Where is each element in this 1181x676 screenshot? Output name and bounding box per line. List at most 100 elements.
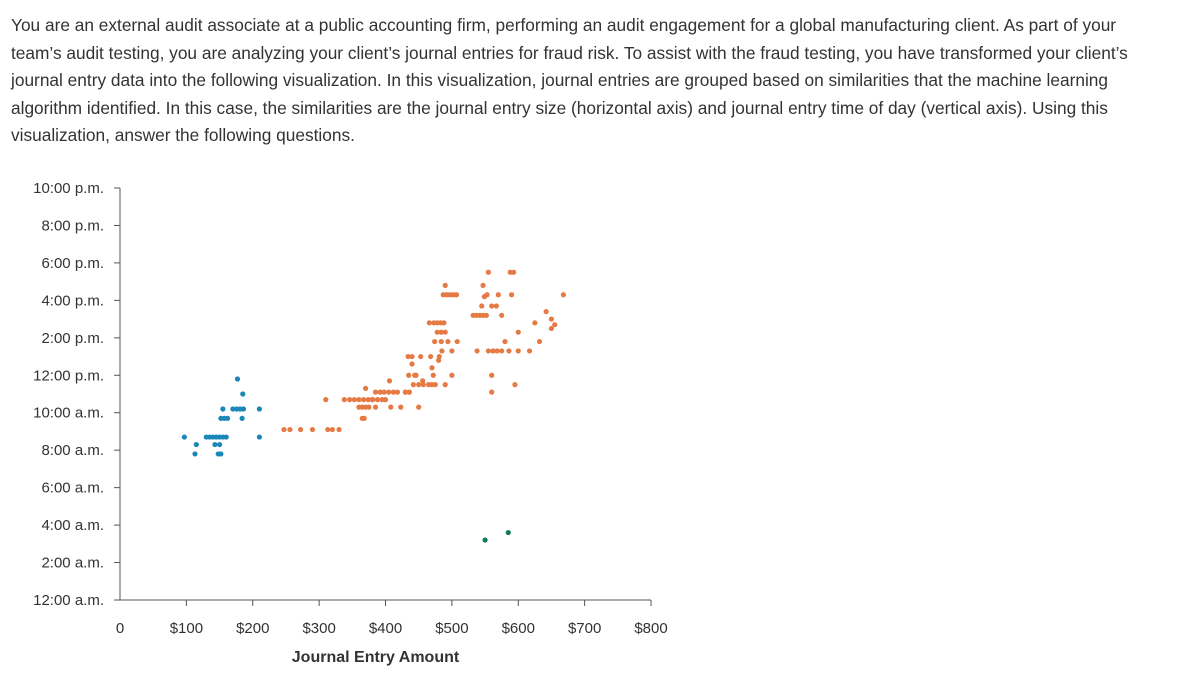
data-point — [428, 353, 434, 360]
data-point — [474, 348, 480, 354]
data-point — [361, 415, 367, 421]
data-point — [445, 338, 451, 345]
data-point — [515, 348, 521, 354]
data-point — [543, 309, 549, 315]
y-tick-label: 6:00 p.m. — [41, 255, 104, 272]
data-point — [409, 353, 415, 360]
y-tick-label: 4:00 p.m. — [41, 292, 104, 309]
data-point — [490, 348, 496, 354]
x-tick-label: $200 — [236, 620, 269, 637]
data-point — [406, 372, 412, 378]
data-point — [442, 282, 448, 288]
data-point — [192, 451, 198, 457]
data-point — [388, 404, 394, 410]
data-point — [532, 320, 538, 326]
data-point — [413, 372, 419, 378]
data-point — [240, 391, 246, 397]
data-point — [420, 378, 426, 384]
data-point — [237, 406, 243, 412]
data-point — [239, 415, 245, 421]
data-point — [234, 376, 241, 382]
data-point — [489, 303, 495, 309]
data-point — [212, 441, 218, 448]
data-point — [377, 389, 383, 395]
data-point — [506, 348, 512, 354]
data-point — [548, 316, 555, 322]
data-point — [402, 389, 409, 395]
data-point — [442, 382, 448, 388]
data-point — [439, 348, 445, 354]
data-point — [548, 325, 555, 332]
data-point — [432, 338, 438, 345]
data-point — [493, 303, 499, 309]
series-cluster-2 — [281, 269, 566, 433]
data-point — [370, 397, 376, 403]
data-point — [374, 397, 381, 403]
data-point — [356, 397, 362, 403]
x-axis: 0 $100 $200 $300 $400 $500 $600 $700 $800 — [116, 599, 668, 637]
x-tick-label: $700 — [568, 620, 601, 637]
data-point — [502, 338, 508, 345]
data-point — [341, 397, 347, 403]
data-point — [454, 338, 460, 345]
data-point — [560, 292, 566, 298]
data-point — [430, 372, 436, 378]
y-tick-label: 8:00 a.m. — [41, 442, 104, 459]
data-point — [436, 357, 442, 363]
y-axis: 12:00 a.m. 2:00 a.m. 4:00 a.m. 6:00 a.m. 8:0… — [33, 180, 121, 609]
data-point — [297, 426, 304, 433]
y-tick-label: 12:00 a.m. — [33, 592, 104, 609]
data-point — [281, 426, 287, 433]
data-point — [515, 329, 521, 335]
data-point — [489, 389, 495, 395]
data-point — [325, 426, 331, 433]
data-point — [224, 415, 231, 421]
data-point — [484, 292, 490, 298]
data-point — [480, 282, 486, 288]
data-point — [499, 312, 505, 318]
data-point — [256, 406, 262, 412]
data-point — [526, 348, 533, 354]
data-point — [418, 353, 424, 360]
x-tick-label: $100 — [170, 620, 203, 637]
data-point — [390, 389, 397, 395]
data-point — [416, 382, 422, 388]
data-point — [505, 529, 511, 536]
data-point — [429, 365, 435, 371]
y-tick-label: 12:00 p.m. — [33, 367, 104, 384]
data-point — [453, 292, 460, 298]
data-point — [360, 397, 367, 403]
data-point — [438, 329, 444, 335]
data-point — [511, 269, 517, 275]
data-point — [386, 389, 392, 395]
data-point — [216, 441, 223, 448]
data-point — [416, 404, 422, 410]
data-point — [329, 426, 335, 433]
data-point — [347, 397, 353, 403]
data-point — [552, 322, 558, 328]
data-point — [382, 397, 389, 403]
data-point — [386, 378, 393, 384]
data-point — [536, 338, 543, 345]
y-tick-label: 8:00 p.m. — [41, 217, 104, 234]
data-point — [398, 404, 404, 410]
x-tick-label: $300 — [302, 620, 335, 637]
data-point — [499, 348, 505, 354]
y-tick-label: 6:00 a.m. — [41, 480, 104, 497]
x-tick-label: $400 — [369, 620, 402, 637]
data-point — [432, 382, 438, 388]
data-point — [441, 320, 447, 326]
y-tick-label: 10:00 a.m. — [33, 405, 104, 422]
data-point — [494, 348, 500, 354]
x-tick-label: 0 — [116, 620, 124, 637]
data-point — [479, 303, 485, 309]
x-axis-title: Journal Entry Amount — [292, 649, 460, 666]
data-point — [489, 372, 495, 378]
data-point — [365, 397, 371, 403]
data-point — [309, 426, 316, 433]
data-point — [442, 329, 448, 335]
y-tick-label: 2:00 a.m. — [41, 555, 104, 572]
data-point — [438, 338, 444, 345]
data-point — [372, 389, 379, 395]
